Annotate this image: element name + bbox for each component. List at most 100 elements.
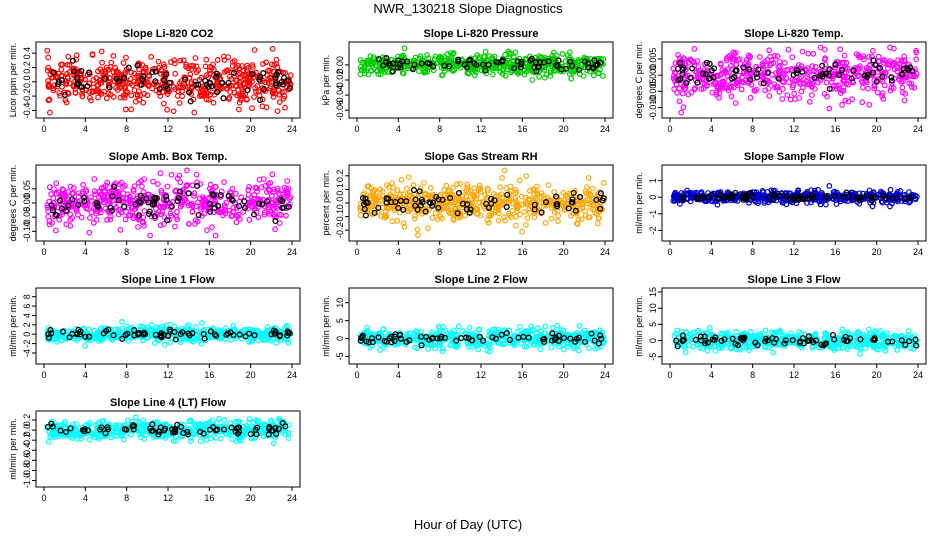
reference-point xyxy=(248,70,255,78)
reference-point xyxy=(694,195,701,202)
data-point xyxy=(155,58,162,65)
data-point xyxy=(92,191,99,198)
data-point xyxy=(73,52,80,59)
reference-point xyxy=(151,194,158,201)
reference-point xyxy=(591,337,598,344)
data-point xyxy=(159,203,166,210)
reference-point xyxy=(876,65,884,72)
reference-point xyxy=(277,332,284,339)
data-point xyxy=(171,60,178,67)
data-point xyxy=(185,322,192,329)
data-point xyxy=(164,200,171,207)
reference-point xyxy=(228,196,235,203)
data-point xyxy=(881,57,888,63)
data-point xyxy=(671,86,678,92)
reference-point xyxy=(753,74,761,81)
data-point xyxy=(550,49,557,56)
data-point xyxy=(436,325,443,332)
reference-point xyxy=(131,327,138,334)
data-point xyxy=(514,328,521,335)
reference-point xyxy=(50,69,57,76)
data-point xyxy=(521,343,528,350)
data-point xyxy=(680,104,687,111)
data-point xyxy=(140,188,147,195)
data-point xyxy=(826,194,833,201)
reference-point xyxy=(581,58,589,65)
data-point xyxy=(756,54,763,60)
reference-point xyxy=(503,203,510,211)
reference-point xyxy=(82,333,89,340)
reference-point xyxy=(176,188,183,195)
data-point xyxy=(205,96,212,103)
data-point xyxy=(223,199,230,206)
reference-point xyxy=(418,60,425,67)
data-point xyxy=(473,205,480,212)
data-point xyxy=(559,51,566,57)
reference-point xyxy=(278,79,285,86)
data-point xyxy=(184,181,191,188)
reference-point xyxy=(700,194,707,201)
data-point xyxy=(357,212,364,219)
reference-point xyxy=(213,70,220,77)
y-tick-label: 4 xyxy=(22,313,32,318)
data-point xyxy=(482,48,489,55)
data-point xyxy=(98,90,105,97)
data-point xyxy=(368,185,375,192)
data-point xyxy=(66,80,73,87)
data-point xyxy=(99,59,105,66)
x-tick-label: 4 xyxy=(396,124,401,134)
data-point xyxy=(82,343,88,349)
data-point xyxy=(588,199,595,206)
data-point xyxy=(889,79,895,86)
data-point xyxy=(421,180,427,186)
data-point xyxy=(541,66,548,73)
reference-point xyxy=(403,198,410,205)
reference-point xyxy=(137,192,144,199)
x-tick-label: 0 xyxy=(354,247,359,257)
data-point xyxy=(122,106,129,113)
data-point xyxy=(860,53,867,60)
data-point xyxy=(121,83,128,90)
data-point xyxy=(783,74,790,81)
reference-point xyxy=(406,337,413,344)
data-point xyxy=(88,209,95,216)
data-point xyxy=(542,220,549,226)
reference-point xyxy=(105,326,112,333)
data-point xyxy=(795,62,802,68)
data-point xyxy=(516,177,523,184)
reference-point xyxy=(80,194,88,201)
data-point xyxy=(817,44,824,51)
reference-point xyxy=(554,201,561,208)
data-point xyxy=(267,202,274,209)
data-point xyxy=(117,94,124,101)
reference-point xyxy=(164,217,171,224)
reference-point xyxy=(853,195,860,202)
reference-point xyxy=(455,189,463,197)
data-point xyxy=(443,182,450,189)
data-point xyxy=(51,82,58,88)
data-point xyxy=(233,212,240,219)
data-point xyxy=(812,63,819,70)
reference-point xyxy=(435,204,442,211)
data-point xyxy=(251,47,258,53)
x-tick-label: 0 xyxy=(667,247,672,257)
data-point xyxy=(600,179,607,186)
reference-point xyxy=(81,198,88,205)
reference-point xyxy=(75,201,82,208)
data-point xyxy=(901,53,908,60)
reference-point xyxy=(241,204,249,211)
data-point xyxy=(201,210,208,217)
data-point xyxy=(277,68,284,75)
data-point xyxy=(537,346,544,353)
data-point xyxy=(118,84,125,91)
data-point xyxy=(80,181,87,188)
data-point xyxy=(412,328,419,335)
data-point xyxy=(743,57,750,63)
reference-point xyxy=(257,96,264,104)
reference-point xyxy=(868,197,875,204)
reference-point xyxy=(219,79,226,86)
data-point xyxy=(222,204,228,211)
data-point xyxy=(507,183,514,190)
reference-point xyxy=(819,71,826,78)
data-point xyxy=(273,214,280,221)
